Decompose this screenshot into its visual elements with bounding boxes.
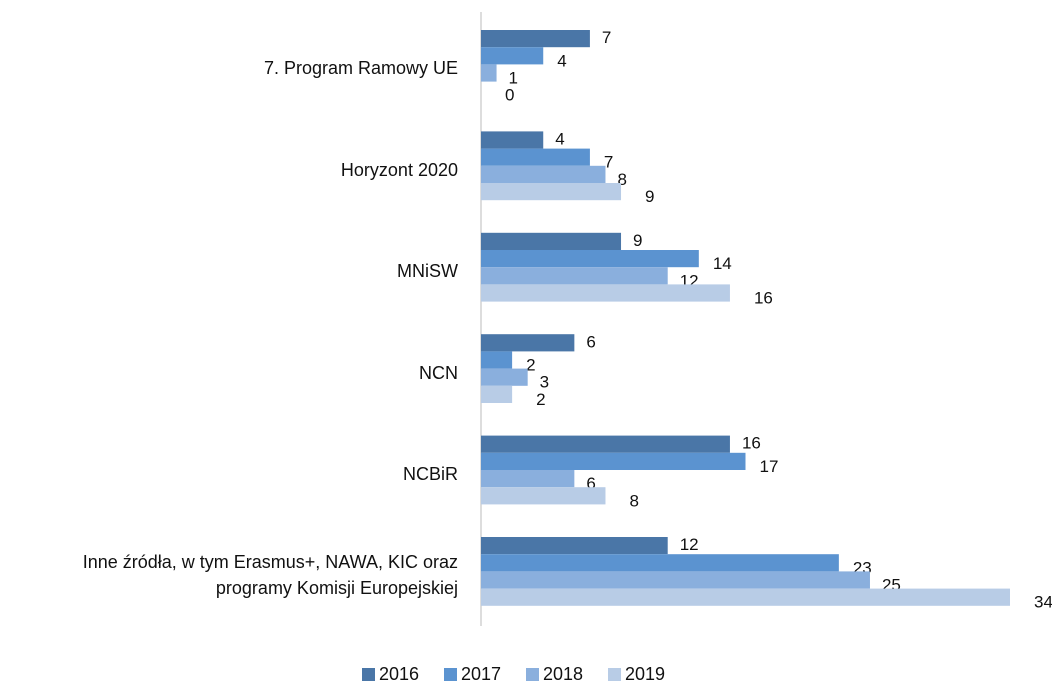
value-label: 6 — [586, 474, 595, 493]
category-label: Inne źródła, w tym Erasmus+, NAWA, KIC o… — [82, 552, 458, 599]
value-label: 4 — [555, 129, 564, 148]
value-label: 8 — [629, 491, 638, 510]
category-label: Horyzont 2020 — [340, 159, 458, 180]
bar — [481, 267, 668, 285]
value-label: 12 — [680, 535, 699, 554]
bar — [481, 351, 513, 369]
value-label: 2 — [536, 390, 545, 409]
value-label: 1 — [509, 68, 518, 87]
category-label: MNiSW — [397, 261, 458, 282]
value-label: 7 — [602, 28, 611, 47]
value-label: 17 — [760, 457, 779, 476]
bar — [481, 250, 699, 268]
value-label: 6 — [586, 332, 595, 351]
value-label: 7 — [604, 153, 613, 172]
legend-swatch — [362, 668, 375, 681]
bar — [481, 368, 528, 386]
bar — [481, 470, 575, 488]
bar — [481, 487, 606, 505]
value-label: 4 — [557, 51, 566, 70]
legend-label: 2018 — [543, 664, 583, 684]
bar — [481, 30, 590, 48]
bar — [481, 131, 544, 149]
bar — [481, 148, 590, 166]
bar — [481, 47, 544, 65]
bar — [481, 554, 839, 572]
value-label: 9 — [633, 231, 642, 250]
category-label: NCBiR — [402, 464, 458, 484]
bar — [481, 64, 497, 82]
value-label: 16 — [742, 434, 761, 453]
value-label: 3 — [540, 373, 549, 392]
legend-label: 2019 — [625, 664, 665, 684]
bar — [481, 232, 622, 250]
bar — [481, 435, 730, 453]
bar — [481, 385, 513, 403]
bar — [481, 571, 870, 589]
bar — [481, 588, 1010, 606]
value-label: 34 — [1034, 593, 1052, 612]
legend-label: 2017 — [461, 664, 501, 684]
legend-label: 2016 — [379, 664, 419, 684]
legend-swatch — [608, 668, 621, 681]
value-label: 16 — [754, 288, 773, 307]
value-label: 2 — [526, 355, 535, 374]
value-label: 0 — [505, 86, 514, 105]
bar — [481, 183, 622, 201]
legend-swatch — [444, 668, 457, 681]
bar — [481, 284, 730, 302]
category-label: NCN — [419, 362, 458, 383]
category-label: 7. Program Ramowy UE — [263, 58, 458, 79]
bar — [481, 452, 746, 470]
bar — [481, 537, 668, 555]
value-label: 14 — [713, 254, 732, 273]
value-label: 9 — [645, 187, 654, 206]
bar — [481, 334, 575, 352]
legend-swatch — [526, 668, 539, 681]
bar — [481, 165, 606, 183]
value-label: 8 — [617, 170, 626, 189]
